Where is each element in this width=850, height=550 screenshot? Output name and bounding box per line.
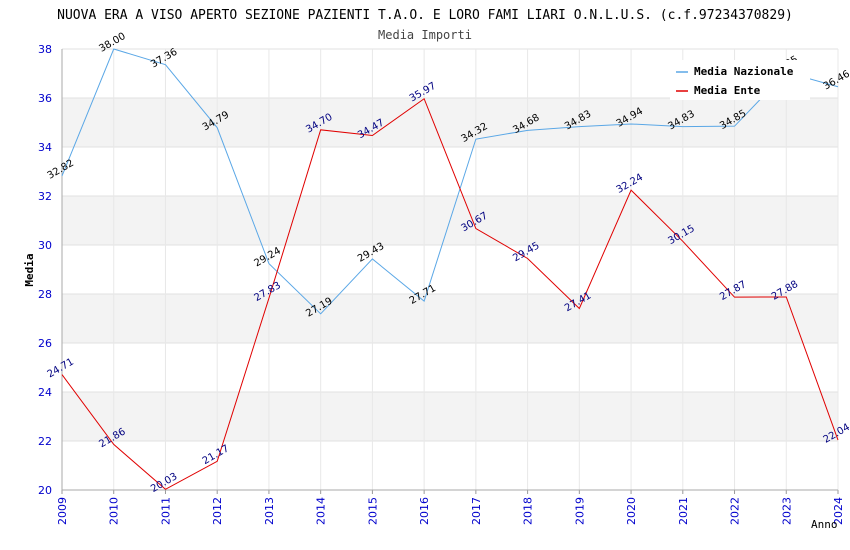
x-tick-label: 2011 — [159, 497, 172, 525]
x-tick-label: 2013 — [263, 497, 276, 525]
grid-bands — [62, 98, 838, 441]
y-tick-label: 22 — [38, 435, 52, 448]
x-axis-title: Anno — [811, 518, 838, 531]
series-line-nazionale — [61, 48, 839, 315]
x-tick-label: 2022 — [729, 497, 742, 525]
grid-band — [62, 294, 838, 343]
x-tick-label: 2012 — [211, 497, 224, 525]
chart-title: NUOVA ERA A VISO APERTO SEZIONE PAZIENTI… — [57, 8, 793, 23]
y-tick-label: 34 — [38, 141, 52, 154]
series-lines — [61, 48, 839, 490]
data-label-ente: 21.17 — [201, 443, 231, 467]
x-tick-label: 2019 — [573, 497, 586, 525]
legend-label-ente: Media Ente — [694, 84, 761, 97]
x-tick-label: 2021 — [677, 497, 690, 525]
x-tick-label: 2010 — [108, 497, 121, 525]
data-label-nazionale: 37.36 — [149, 47, 179, 71]
series-line-ente — [61, 97, 839, 490]
data-label-ente: 20.03 — [149, 471, 179, 495]
y-tick-label: 26 — [38, 337, 52, 350]
legend-background — [670, 60, 810, 100]
legend: Media Nazionale Media Ente — [670, 60, 810, 100]
x-tick-label: 2016 — [418, 497, 431, 525]
x-tick-label: 2017 — [470, 497, 483, 525]
grid-band — [62, 98, 838, 147]
y-tick-labels: 20 22 24 26 28 30 32 34 36 38 — [38, 43, 52, 497]
x-tick-label: 2014 — [315, 497, 328, 525]
data-label-nazionale: 32.82 — [46, 158, 76, 182]
y-tick-label: 24 — [38, 386, 52, 399]
data-label-ente: 24.71 — [46, 357, 76, 381]
x-tick-label: 2020 — [625, 497, 638, 525]
axes — [61, 49, 839, 494]
x-tick-label: 2024 — [832, 497, 845, 525]
chart-subtitle: Media Importi — [378, 28, 472, 42]
x-tick-label: 2009 — [56, 497, 69, 525]
x-tick-label: 2023 — [780, 497, 793, 525]
x-tick-labels: 2009 2010 2011 2012 2013 2014 2015 2016 2017 2018… — [56, 497, 845, 525]
data-label-nazionale: 36.46 — [822, 69, 850, 93]
x-tick-label: 2015 — [366, 497, 379, 525]
y-tick-label: 20 — [38, 484, 52, 497]
legend-label-nazionale: Media Nazionale — [694, 65, 794, 78]
y-tick-label: 38 — [38, 43, 52, 56]
y-tick-label: 32 — [38, 190, 52, 203]
y-tick-label: 28 — [38, 288, 52, 301]
data-label-nazionale: 29.24 — [253, 246, 283, 270]
y-axis-title: Media — [23, 253, 36, 286]
y-tick-label: 36 — [38, 92, 52, 105]
grid-lines — [61, 48, 839, 491]
x-tick-label: 2018 — [522, 497, 535, 525]
grid-band — [62, 392, 838, 441]
y-tick-label: 30 — [38, 239, 52, 252]
